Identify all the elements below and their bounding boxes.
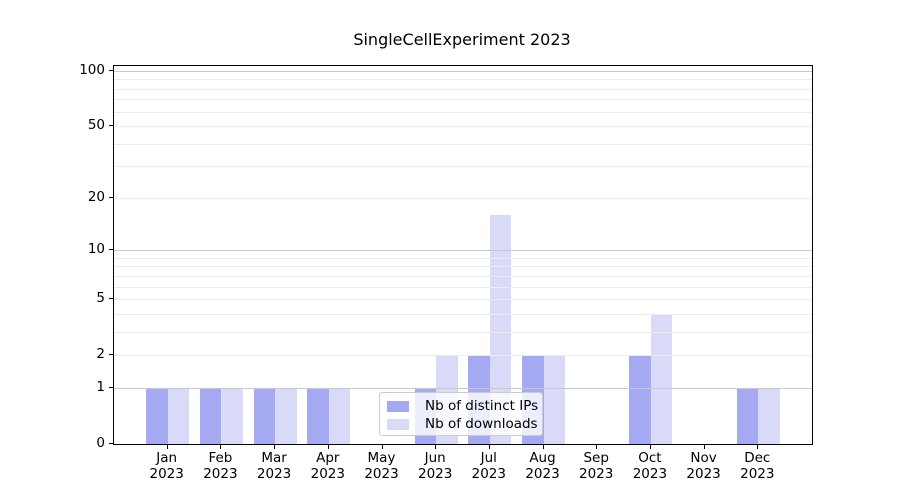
gridline-minor-50	[114, 125, 812, 127]
gridline-minor-8	[114, 266, 812, 268]
y-tick-0	[109, 443, 113, 444]
x-tick-label-oct: Oct 2023	[632, 450, 668, 482]
x-tick-jan	[166, 445, 168, 449]
y-tick-20	[109, 196, 113, 198]
x-tick-label-jun: Jun 2023	[418, 450, 453, 482]
bar-downloads-apr	[328, 387, 351, 444]
x-tick-label-mar: Mar 2023	[256, 450, 292, 482]
bar-distinct-ips-apr	[307, 387, 329, 444]
gridline-minor-70	[114, 99, 812, 101]
legend-swatch-distinct-ips	[387, 400, 409, 412]
legend-row-downloads: Nb of downloads	[380, 415, 542, 433]
plot-area	[113, 65, 813, 445]
bar-downloads-oct	[650, 313, 673, 444]
x-tick-label-jan: Jan 2023	[149, 450, 184, 482]
x-tick-label-aug: Aug 2023	[525, 450, 560, 482]
x-tick-oct	[649, 445, 651, 449]
gridline-minor-9	[114, 257, 812, 259]
x-tick-label-dec: Dec 2023	[740, 450, 775, 482]
x-tick-label-may: May 2023	[364, 450, 399, 482]
chart-title: SingleCellExperiment 2023	[353, 30, 571, 49]
gridline-major-10	[114, 250, 812, 251]
bar-downloads-aug	[543, 355, 565, 444]
x-tick-jun	[435, 445, 437, 449]
bar-distinct-ips-jan	[146, 387, 168, 444]
x-tick-feb	[220, 445, 222, 449]
x-tick-dec	[757, 445, 759, 449]
gridline-minor-20	[114, 197, 812, 199]
y-tick-5	[109, 298, 113, 300]
y-tick-label-2: 2	[96, 346, 105, 363]
x-tick-sep	[596, 445, 598, 449]
bar-downloads-mar	[275, 387, 297, 444]
x-tick-label-sep: Sep 2023	[579, 450, 614, 482]
x-tick-label-apr: Apr 2023	[310, 450, 345, 482]
bar-distinct-ips-feb	[199, 387, 222, 444]
bar-downloads-dec	[758, 387, 780, 444]
gridline-minor-3	[114, 331, 812, 333]
legend-label-distinct-ips: Nb of distinct IPs	[425, 398, 539, 414]
x-tick-nov	[703, 445, 705, 449]
bar-downloads-feb	[221, 387, 243, 444]
gridline-minor-6	[114, 286, 812, 288]
gridline-minor-90	[114, 79, 812, 81]
gridline-minor-2	[114, 355, 812, 357]
gridline-minor-7	[114, 275, 812, 277]
legend-row-distinct-ips: Nb of distinct IPs	[380, 397, 542, 415]
y-tick-label-0: 0	[96, 435, 105, 451]
y-tick-100	[109, 69, 113, 71]
bar-distinct-ips-dec	[736, 387, 759, 444]
y-tick-2	[109, 354, 113, 356]
y-tick-50	[109, 124, 113, 126]
x-tick-aug	[542, 445, 544, 449]
x-tick-label-nov: Nov 2023	[686, 450, 721, 482]
y-tick-label-20: 20	[87, 188, 105, 205]
x-tick-jul	[488, 445, 490, 449]
x-tick-may	[381, 445, 383, 449]
legend-swatch-downloads	[387, 418, 409, 430]
bar-distinct-ips-oct	[629, 355, 651, 444]
x-tick-label-jul: Jul 2023	[471, 450, 506, 482]
bar-distinct-ips-mar	[253, 387, 276, 444]
gridline-major-1	[114, 387, 812, 389]
bar-downloads-jan	[167, 387, 190, 444]
gridline-minor-4	[114, 313, 812, 315]
y-tick-10	[109, 249, 113, 250]
gridline-minor-60	[114, 111, 812, 113]
gridline-major-100	[114, 70, 812, 72]
y-tick-label-1: 1	[96, 378, 105, 395]
x-tick-apr	[327, 445, 329, 449]
x-tick-label-feb: Feb 2023	[203, 450, 238, 482]
gridline-minor-80	[114, 88, 812, 90]
y-tick-label-100: 100	[79, 61, 105, 78]
x-tick-mar	[274, 445, 276, 449]
y-tick-label-10: 10	[87, 241, 105, 257]
gridline-minor-30	[114, 166, 812, 168]
gridline-minor-40	[114, 143, 812, 145]
legend: Nb of distinct IPs Nb of downloads	[379, 392, 543, 436]
gridline-minor-5	[114, 299, 812, 301]
legend-label-downloads: Nb of downloads	[425, 416, 538, 432]
y-tick-1	[109, 386, 113, 388]
y-tick-label-50: 50	[87, 116, 105, 133]
bar-downloads-jul	[489, 214, 512, 444]
y-tick-label-5: 5	[96, 290, 105, 307]
